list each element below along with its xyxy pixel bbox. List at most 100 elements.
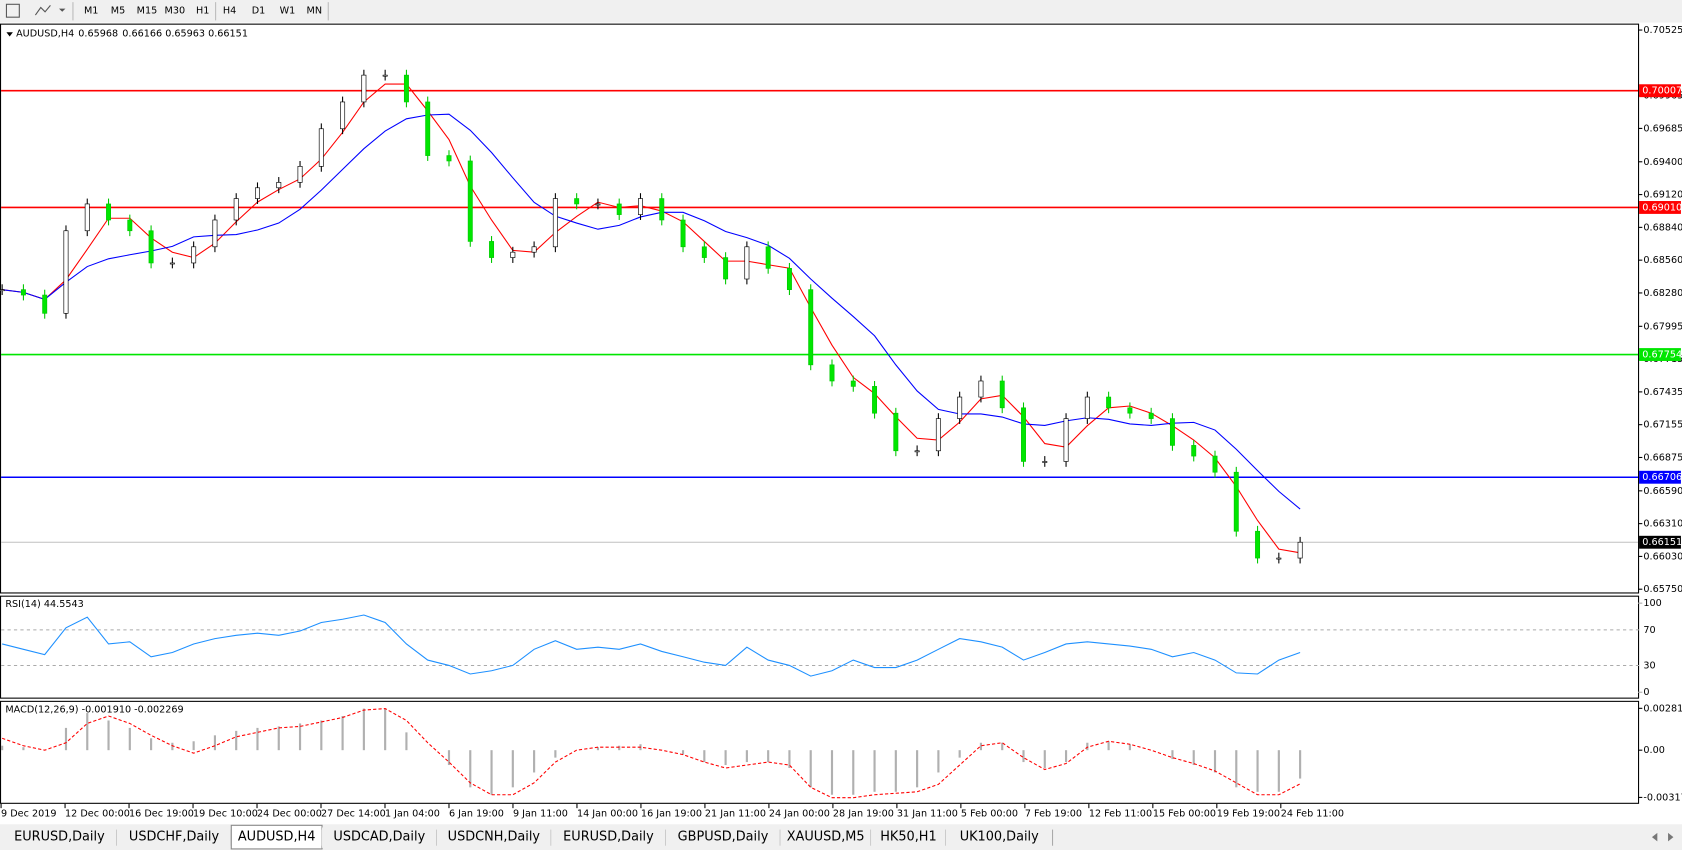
macd-tick-label: 0.002817 (1643, 703, 1682, 714)
rsi-tick-label: 0 (1643, 687, 1649, 698)
tab-label[interactable]: GBPUSD,Daily (678, 830, 769, 845)
macd-bar (830, 750, 834, 795)
rsi-title: RSI(14) 44.5543 (5, 599, 83, 610)
candle (1297, 541, 1303, 559)
tab-label[interactable]: EURUSD,Daily (563, 830, 654, 845)
time-label: 9 Dec 2019 (1, 809, 56, 820)
timeframe-button[interactable]: H4 (223, 6, 236, 17)
macd-bar (171, 742, 174, 751)
macd-bar (490, 750, 493, 795)
dropdown-icon[interactable] (58, 8, 66, 12)
macd-bar (1256, 750, 1259, 792)
cursor-icon[interactable] (5, 3, 20, 18)
candle (425, 101, 431, 156)
candle (20, 289, 26, 296)
price-tick-label: 0.66030 (1643, 551, 1682, 562)
tab[interactable] (871, 827, 946, 848)
level-marker (1639, 201, 1681, 214)
macd-bar (703, 750, 706, 763)
macd-bar (1086, 742, 1089, 751)
moving-average (2, 83, 1301, 554)
tab-label[interactable]: USDCNH,Daily (448, 830, 541, 845)
candle (318, 128, 324, 167)
level-label: 0.66706 (1642, 472, 1682, 483)
timeframe-button[interactable]: D1 (252, 6, 266, 17)
candle (957, 396, 963, 419)
macd-bar (213, 735, 217, 751)
tab[interactable] (665, 827, 781, 848)
price-tick-label: 0.69685 (1643, 123, 1682, 134)
timeframe-button[interactable]: M1 (84, 6, 98, 17)
macd-bar (469, 750, 472, 788)
macd-bar (86, 713, 89, 751)
candle (63, 230, 69, 314)
price-tick-label: 0.68840 (1643, 222, 1682, 233)
time-label: 12 Dec 00:00 (65, 809, 130, 820)
candle (382, 74, 388, 77)
time-label: 16 Dec 19:00 (129, 809, 194, 820)
price-tick-label: 0.66590 (1643, 486, 1682, 497)
timeframe-button[interactable]: M5 (111, 6, 125, 17)
candle (1276, 557, 1282, 560)
tab[interactable] (116, 827, 232, 848)
time-label: 7 Feb 19:00 (1025, 809, 1082, 820)
tab-label[interactable]: AUDUSD,H4 (238, 830, 316, 845)
rsi-line (2, 614, 1301, 677)
tab-scroll[interactable] (1651, 832, 1674, 842)
time-label: 24 Dec 00:00 (257, 809, 322, 820)
timeframe-button[interactable]: M30 (165, 6, 186, 17)
tab[interactable] (780, 827, 872, 848)
time-label: 1 Jan 04:00 (385, 809, 440, 820)
current-price-marker (1639, 535, 1681, 549)
macd-bar (320, 720, 323, 751)
candle (148, 230, 154, 264)
tab[interactable] (436, 827, 552, 848)
tab-label[interactable]: EURUSD,Daily (14, 830, 105, 845)
candle (808, 289, 814, 366)
tab[interactable] (2, 827, 117, 848)
tab-label[interactable]: HK50,H1 (880, 830, 936, 845)
time-label: 5 Feb 00:00 (961, 809, 1018, 820)
macd-bar (362, 708, 365, 751)
timeframe-button[interactable]: MN (307, 6, 323, 17)
main-chart (0, 23, 1640, 594)
macd-bar (192, 741, 195, 751)
macd-bar (937, 750, 940, 773)
timeframe-button[interactable]: M15 (137, 6, 158, 17)
tab-label[interactable]: USDCAD,Daily (333, 830, 425, 845)
timeframe-button[interactable]: H1 (196, 6, 209, 17)
macd-bar (618, 745, 621, 751)
price-tick-label: 0.69120 (1643, 190, 1682, 201)
timeframe-button[interactable]: W1 (280, 6, 296, 17)
macd-bar (852, 750, 855, 795)
candle (1042, 461, 1048, 463)
price-tick-label: 0.68280 (1643, 288, 1682, 299)
candle (1233, 471, 1239, 532)
line-tool-icon[interactable] (34, 5, 51, 16)
rsi-tick-label: 100 (1643, 598, 1661, 609)
time-label: 28 Jan 19:00 (833, 809, 894, 820)
tab-label[interactable]: USDCHF,Daily (129, 830, 220, 845)
tab-label[interactable]: XAUUSD,M5 (787, 830, 865, 845)
candle (914, 450, 920, 453)
macd-bar (1064, 750, 1068, 763)
tab[interactable] (945, 827, 1053, 848)
candle (531, 246, 537, 253)
candle (446, 155, 452, 162)
tab[interactable] (551, 827, 666, 848)
tab[interactable] (322, 827, 437, 848)
candle (276, 182, 282, 189)
candle (467, 160, 473, 242)
tab-label[interactable]: UK100,Daily (960, 830, 1039, 845)
candle (1063, 418, 1069, 462)
candle (191, 246, 197, 264)
candle (638, 198, 643, 215)
candle (1106, 396, 1112, 409)
collapse-icon[interactable] (6, 32, 13, 37)
price-tick-label: 0.66875 (1643, 452, 1682, 463)
price-tick-label: 0.66310 (1643, 519, 1682, 530)
macd-bar (596, 747, 600, 751)
candle (595, 203, 601, 206)
time-label: 9 Jan 11:00 (513, 809, 568, 820)
macd-bar (64, 727, 68, 751)
